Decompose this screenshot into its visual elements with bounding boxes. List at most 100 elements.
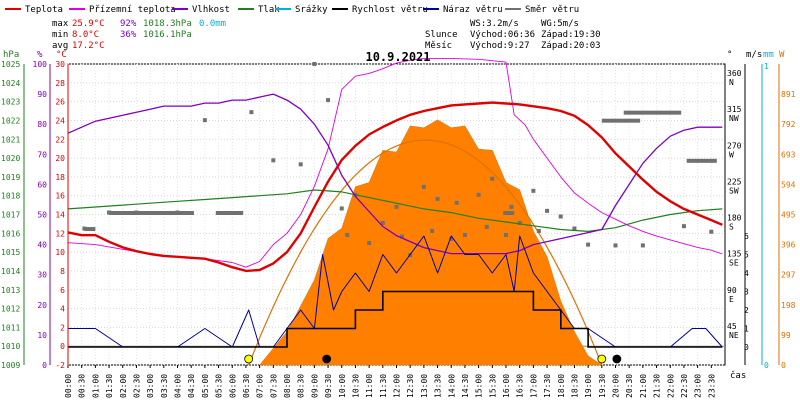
temp-tick-label: 14 [55,211,65,220]
wind-direction-point [613,243,618,248]
wind-direction-point [399,234,404,239]
temp-tick-label: 10 [55,248,65,257]
ms-tick-label: 4 [744,269,749,278]
legend-item-srazky: Srážky [275,5,328,15]
temp-tick-label: 8 [60,267,65,276]
dir-name-label: W [729,150,734,159]
x-tick-label: 18:30 [570,374,579,398]
hpa-tick-label: 1020 [1,154,20,163]
dir-tick-label: 45 [727,322,737,331]
stat-min-hum: 36% [120,30,137,40]
stat-max-temp: 25.9°C [72,19,105,29]
x-tick-label: 15:30 [488,374,497,398]
stat-min-label: min [52,30,68,40]
wm2-tick-label: 198 [781,301,796,310]
legend: Teplota Přízemní teplota Vlhkost Tlak Sr… [5,5,579,15]
unit-pct: % [37,50,43,60]
wind-direction-point [462,232,467,237]
stat-min-press: 1016.1hPa [143,30,192,40]
dir-name-label: E [729,295,734,304]
dir-name-label: N [729,78,734,87]
x-tick-label: 11:30 [379,374,388,398]
temp-tick-label: 20 [55,154,65,163]
x-tick-label: 09:30 [324,374,333,398]
dir-tick-label: 270 [727,141,742,150]
stat-max-hum: 92% [120,19,137,29]
temp-tick-label: 6 [60,286,65,295]
dir-name-label: NE [729,331,739,340]
wind-direction-point [586,242,591,247]
hpa-tick-label: 1023 [1,98,20,107]
wind-direction-point [681,224,686,229]
x-tick-label: 03:00 [146,374,155,398]
dir-tick-label: 180 [727,214,742,223]
unit-hpa: hPa [3,50,19,60]
chart-title: 10.9.2021 [365,50,430,64]
hpa-tick-label: 1024 [1,79,20,88]
dir-tick-label: 135 [727,250,742,259]
hpa-tick-label: 1013 [1,286,20,295]
wind-direction-point [640,243,645,248]
info-wg: WG:5m/s [541,19,579,29]
x-tick-label: 18:00 [557,374,566,398]
wind-direction-point [367,240,372,245]
pct-tick-label: 70 [37,150,47,159]
legend-label: Směr větru [525,5,579,15]
wind-direction-point [509,204,514,209]
temp-tick-label: 22 [55,135,65,144]
pct-tick-label: 50 [37,211,47,220]
info-moon-label: Měsíc [425,41,452,51]
mm-tick-label: 0 [764,361,769,370]
wind-direction-point [435,196,440,201]
x-tick-label: 20:00 [612,374,621,398]
dir-tick-label: 90 [727,286,737,295]
wind-direction-point [709,229,714,234]
wind-direction-point [484,224,489,229]
x-tick-label: 21:30 [653,374,662,398]
wm2-tick-label: 693 [781,150,796,159]
x-tick-label: 16:30 [516,374,525,398]
legend-item-prizemni-teplota: Přízemní teplota [69,5,176,15]
hpa-tick-label: 1018 [1,192,20,201]
wind-direction-bar [686,158,717,163]
legend-label: Rychlost větru [352,5,428,15]
legend-item-naraz-vetru: Náraz větru [423,5,503,15]
hpa-tick-label: 1015 [1,248,20,257]
temp-tick-label: -2 [55,361,65,370]
pct-tick-label: 30 [37,271,47,280]
x-tick-label: 16:00 [502,374,511,398]
wind-direction-point [454,200,459,205]
x-tick-label: 04:00 [174,374,183,398]
wm2-tick-label: 99 [781,331,791,340]
wind-direction-point [531,188,536,193]
pct-tick-label: 0 [42,361,47,370]
legend-item-smer-vetru: Směr větru [505,5,579,15]
x-tick-label: 03:30 [160,374,169,398]
dir-name-label: SE [729,259,739,268]
wind-direction-point [202,118,207,123]
temp-tick-label: 30 [55,60,65,69]
wind-direction-point [449,236,454,241]
stat-max-label: max [52,19,69,29]
pct-tick-label: 90 [37,90,47,99]
hpa-tick-label: 1022 [1,116,20,125]
sun-path-curve [248,139,603,366]
sun-marker [597,354,607,364]
dir-tick-label: 360 [727,69,742,78]
info-ws: WS:3.2m/s [470,19,519,29]
stat-avg-temp: 17.2°C [72,41,105,51]
temp-tick-label: 18 [55,173,65,182]
info-block: WS:3.2m/s WG:5m/s Slunce Východ:06:36 Zá… [425,19,601,51]
x-tick-label: 05:30 [215,374,224,398]
x-tick-label: 17:00 [529,374,538,398]
pressure-line [67,189,723,232]
moon-marker [322,354,332,364]
temp-tick-label: 28 [55,79,65,88]
wind-direction-point [490,176,495,181]
x-tick-label: 10:00 [338,374,347,398]
wm2-tick-label: 792 [781,120,796,129]
hpa-tick-label: 1010 [1,342,20,351]
unit-wm2: W [779,50,785,60]
stat-max-rain: 0.0mm [199,19,226,29]
ms-tick-label: 2 [744,306,749,315]
